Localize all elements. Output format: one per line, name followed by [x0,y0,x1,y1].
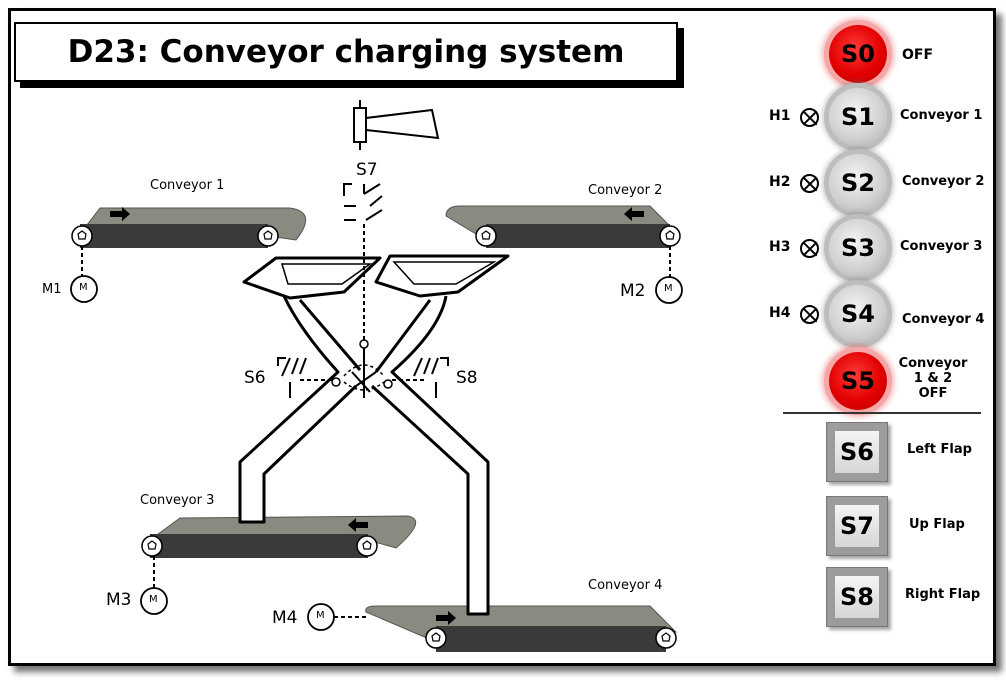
flap-actuators [300,224,424,398]
hopper-right [374,254,510,298]
s2-conveyor2-button[interactable]: S2 [829,154,887,212]
s4-conveyor4-button[interactable]: S4 [829,285,887,343]
conveyor-1-label: Conveyor 1 [150,178,225,193]
h4-lamp-icon [800,305,819,324]
h2-label: H2 [769,174,791,190]
s1-conveyor1-button[interactable]: S1 [829,88,887,146]
s5-conveyor-1-2-off-button[interactable]: S5 [829,352,887,410]
switch-s8-symbol [413,357,449,398]
s6-caption: Left Flap [907,442,972,457]
s8-button-label: S8 [840,583,874,611]
s1-caption: Conveyor 1 [900,108,983,123]
s5-caption-line1: Conveyor [898,356,968,371]
arrow-left-icon [624,207,644,221]
conveyor-2-label: Conveyor 2 [588,183,663,198]
panel-divider [783,412,981,414]
chute-system [238,295,490,616]
s5-button-label: S5 [841,367,875,395]
s8-caption: Right Flap [905,587,981,602]
s6-button-face: S6 [835,431,879,473]
s8-diagram-label: S8 [456,368,478,388]
h3-label: H3 [769,239,791,255]
arrow-right-icon [436,611,456,625]
motor-m4-label: M4 [272,608,298,628]
s6-left-flap-button[interactable]: S6 [826,422,888,482]
s5-caption-line3: OFF [918,386,948,401]
horn-actuator-icon [353,100,440,150]
s7-diagram-label: S7 [356,160,378,180]
h3-lamp-icon [800,239,819,258]
h1-lamp-icon [800,108,819,127]
s5-caption-line2: 1 & 2 [913,371,953,386]
s5-caption: Conveyor 1 & 2 OFF [898,356,968,401]
motor-m2-symbol: M [664,283,673,294]
motor-m1-icon [70,275,98,303]
s0-caption: OFF [902,47,934,63]
s2-caption: Conveyor 2 [902,174,985,189]
motor-m1-symbol: M [79,282,88,293]
motor-m4-symbol: M [316,610,325,621]
s8-button-face: S8 [835,576,879,618]
conveyor-4-label: Conveyor 4 [588,578,663,593]
s6-diagram-label: S6 [244,368,266,388]
motor-m2-label: M2 [620,281,646,301]
h2-lamp-icon [800,174,819,193]
page-title: D23: Conveyor charging system [67,34,625,70]
s3-button-label: S3 [841,234,875,262]
s7-caption: Up Flap [909,517,965,532]
s8-right-flap-button[interactable]: S8 [826,567,888,627]
s0-off-button[interactable]: S0 [829,25,887,83]
s4-caption: Conveyor 4 [902,312,985,327]
title-box: D23: Conveyor charging system [14,22,678,82]
motor-m1-label: M1 [42,282,62,297]
conveyor-1-belt [70,207,306,303]
s4-button-label: S4 [841,300,875,328]
motor-m4-icon [307,603,335,631]
s7-up-flap-button[interactable]: S7 [826,496,888,556]
conveyor-4-belt [307,603,678,652]
s2-button-label: S2 [841,169,875,197]
conveyor-3-label: Conveyor 3 [140,493,215,508]
motor-m3-label: M3 [106,590,132,610]
motor-m2-icon [655,276,683,304]
conveyor-2-belt [445,205,683,304]
motor-m3-symbol: M [149,594,158,605]
s3-conveyor3-button[interactable]: S3 [829,219,887,277]
switch-s6-symbol [277,357,307,398]
s0-button-label: S0 [841,40,875,68]
h1-label: H1 [769,108,791,124]
s3-caption: Conveyor 3 [900,239,983,254]
arrow-right-icon [110,207,130,221]
s7-button-label: S7 [840,512,874,540]
hopper-left [242,256,382,300]
s7-button-face: S7 [835,505,879,547]
s6-button-label: S6 [840,438,874,466]
arrow-left-icon [348,518,368,532]
s1-button-label: S1 [841,103,875,131]
switch-s7-symbol [343,183,383,221]
h4-label: H4 [769,305,791,321]
conveyor-3-belt [140,515,417,615]
motor-m3-icon [140,587,168,615]
